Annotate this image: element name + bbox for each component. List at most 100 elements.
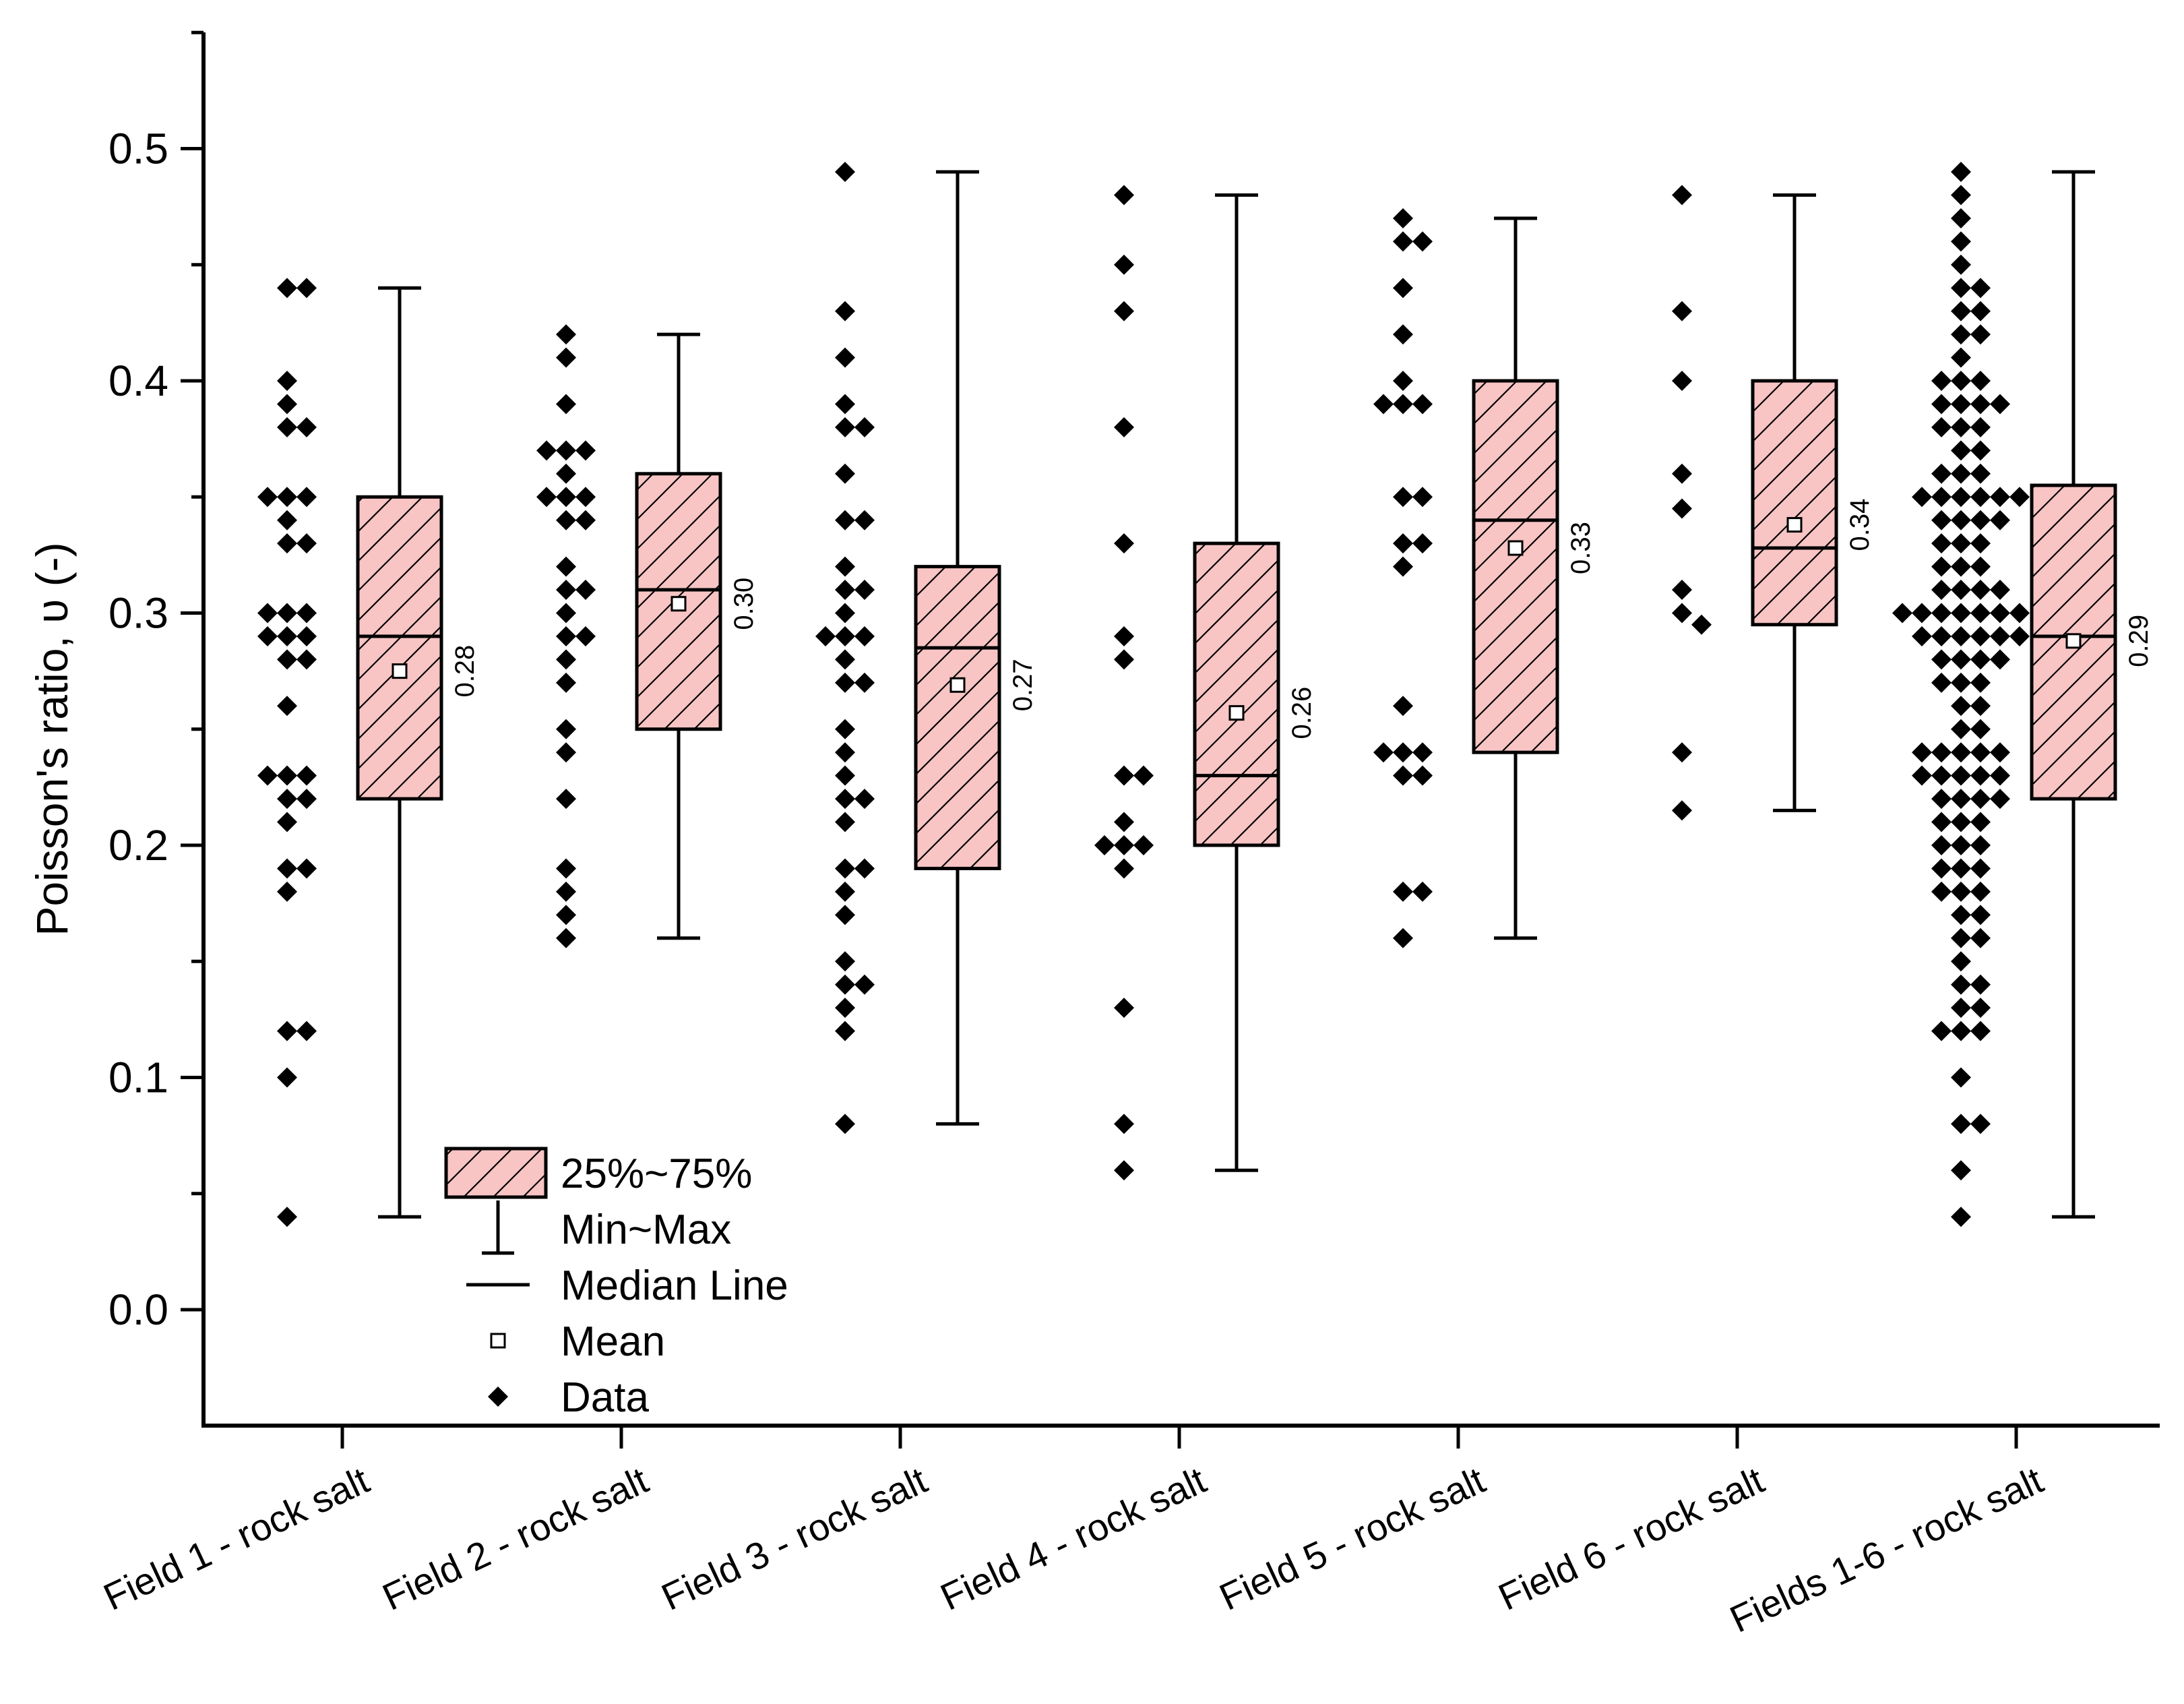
data-point [835,580,855,601]
data-point [1951,278,1971,299]
legend-item-box: 25%~75% [444,1147,752,1199]
data-point [277,765,297,786]
x-tick-label: Field 3 - rock salt [655,1459,933,1618]
data-point [1412,231,1433,252]
data-point [277,789,297,810]
data-point [1393,487,1413,508]
data-point [1412,394,1433,415]
legend-label: Data [561,1374,649,1421]
data-point [1393,765,1413,786]
data-point [1990,789,2010,810]
data-point [297,1021,317,1041]
data-point [277,1021,297,1041]
data-point [1931,626,1952,646]
data-point [835,765,855,786]
data-point [1672,371,1692,391]
data-point [1393,533,1413,554]
data-point [536,487,557,508]
data-point [556,672,576,693]
data-point [297,603,317,623]
data-point [1951,696,1971,717]
data-point [1990,765,2010,786]
data-point [277,858,297,879]
data-point [1970,905,1991,925]
data-point [1951,487,1971,508]
data-point [1114,301,1134,322]
data-point [556,603,576,623]
data-point [1931,533,1952,554]
y-tick-label: 0.2 [108,821,168,870]
data-point [1951,905,1971,925]
data-point [1951,463,1971,484]
data-point [556,742,576,763]
data-point [2009,626,2030,646]
data-point [1970,603,1991,623]
data-point [1970,974,1991,995]
data-point [297,765,317,786]
data-point [1931,812,1952,832]
data-point [1373,742,1394,763]
data-point [1951,371,1971,391]
data-point [1672,742,1692,763]
data-point [277,394,297,415]
data-point [1951,208,1971,229]
data-point [1114,649,1134,670]
data-point [277,533,297,554]
data-point [1951,161,1971,182]
data-point [1951,324,1971,345]
iqr-box [1751,379,1838,627]
data-point [556,324,576,345]
data-point [835,951,855,972]
box-group: Field 4 - rock salt 0.26 [934,185,1317,1618]
data-point [297,626,317,646]
legend-item-mean: Mean [490,1318,665,1365]
data-point [1114,1160,1134,1181]
data-point [1951,510,1971,530]
data-point [1970,696,1991,717]
data-point [1951,1160,1971,1181]
data-point [556,487,576,508]
box-group: Field 1 - rock salt 0.28 [97,278,480,1618]
data-point [835,463,855,484]
data-point [835,301,855,322]
data-point [1970,278,1991,299]
y-tick-label: 0.0 [108,1285,168,1334]
data-point [1970,556,1991,577]
data-point [1951,440,1971,461]
data-point [1931,765,1952,786]
data-point [277,696,297,717]
data-point [277,510,297,530]
mean-marker [1786,517,1803,533]
data-point [1970,858,1991,879]
data-point [854,974,875,995]
data-point [1970,626,1991,646]
data-point [1691,614,1712,635]
data-point [1931,580,1952,601]
data-point [1970,371,1991,391]
data-point [556,789,576,810]
data-point [1931,858,1952,879]
data-point [854,789,875,810]
data-point [835,347,855,368]
data-point [835,394,855,415]
iqr-box [356,495,443,801]
data-point [1931,371,1952,391]
mean-value-label: 0.30 [729,578,759,630]
x-tick-label: Field 1 - rock salt [97,1459,375,1618]
iqr-box [1472,379,1559,754]
x-tick-label: Field 5 - rock salt [1213,1459,1491,1618]
data-point [556,463,576,484]
data-point [1912,742,1932,763]
data-point [1990,742,2010,763]
data-point [277,278,297,299]
legend-label: 25%~75% [561,1151,752,1197]
data-point [1114,998,1134,1018]
data-point [575,626,596,646]
data-point [1912,603,1932,623]
mean-value-label: 0.26 [1287,687,1317,739]
mean-value-label: 0.27 [1008,659,1038,711]
data-point [1970,440,1991,461]
iqr-box [1193,541,1280,847]
data-point [1990,394,2010,415]
